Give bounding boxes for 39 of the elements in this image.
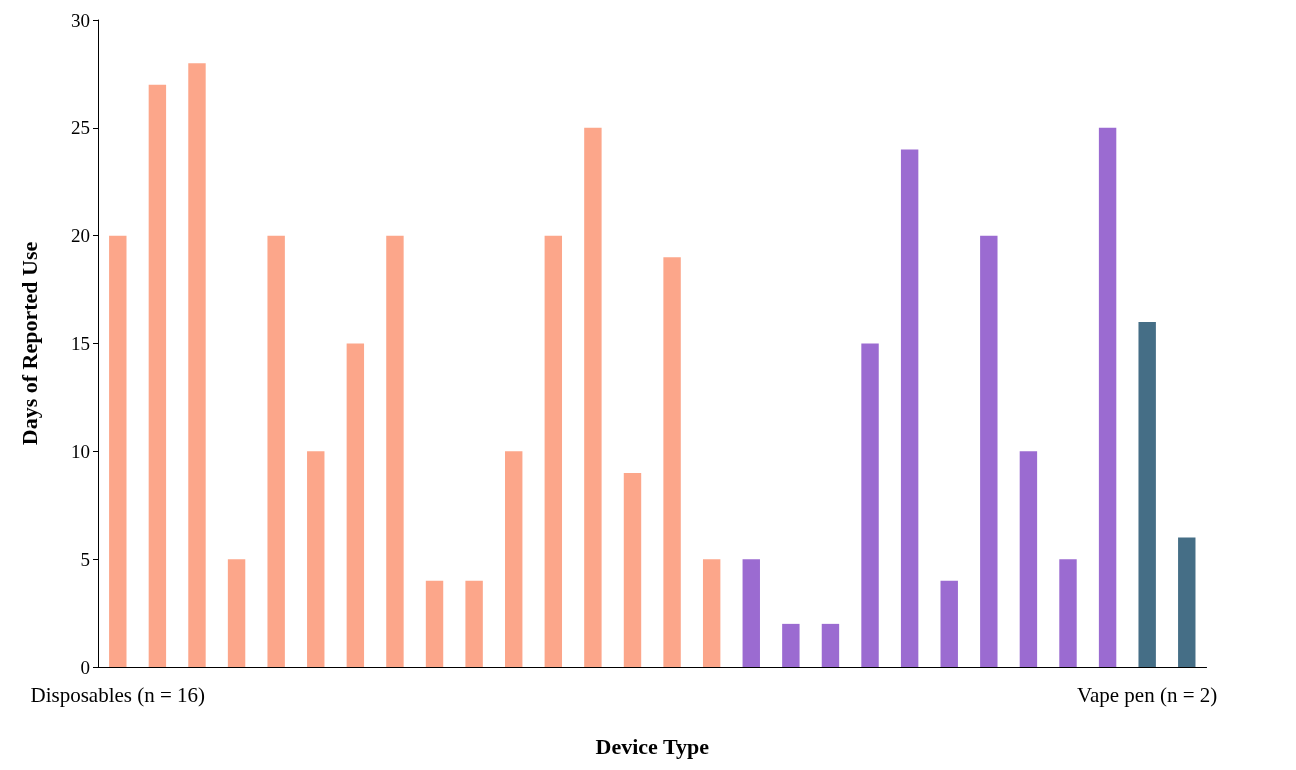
bar [900, 149, 919, 667]
bar [425, 580, 444, 667]
bar [148, 84, 167, 667]
bar [861, 343, 879, 667]
y-tick-label: 15 [71, 333, 90, 354]
bar [584, 127, 602, 667]
x-axis-title: Device Type [595, 733, 710, 759]
bar [1019, 451, 1038, 667]
bar [1098, 127, 1117, 667]
bar [702, 559, 721, 667]
bar [1138, 321, 1156, 667]
bar [821, 623, 840, 667]
y-tick-label: 10 [71, 440, 90, 462]
bar [1178, 537, 1196, 667]
bar [188, 63, 206, 667]
bar [109, 235, 127, 667]
bar [980, 235, 998, 667]
bar [227, 559, 246, 667]
x-tick-label: Vape pen (n = 2) [1077, 683, 1218, 707]
bar [386, 235, 404, 667]
y-tick-label: 25 [71, 117, 90, 139]
y-tick-label: 30 [71, 9, 90, 31]
bar [267, 235, 285, 667]
bar [1059, 559, 1077, 667]
y-tick-label: 0 [80, 656, 90, 678]
x-tick-label: Disposables (n = 16) [30, 683, 206, 707]
bar [940, 580, 958, 667]
bar [623, 472, 642, 667]
bar [307, 451, 325, 667]
y-axis-title: Days of Reported Use [16, 241, 42, 446]
bar [346, 343, 365, 667]
bar [663, 257, 681, 667]
bar [544, 235, 563, 667]
bar [465, 580, 483, 667]
bar [742, 559, 760, 667]
bar [505, 451, 523, 667]
y-tick-label: 20 [71, 225, 90, 247]
bar [782, 623, 800, 667]
y-tick-label: 5 [80, 548, 90, 570]
